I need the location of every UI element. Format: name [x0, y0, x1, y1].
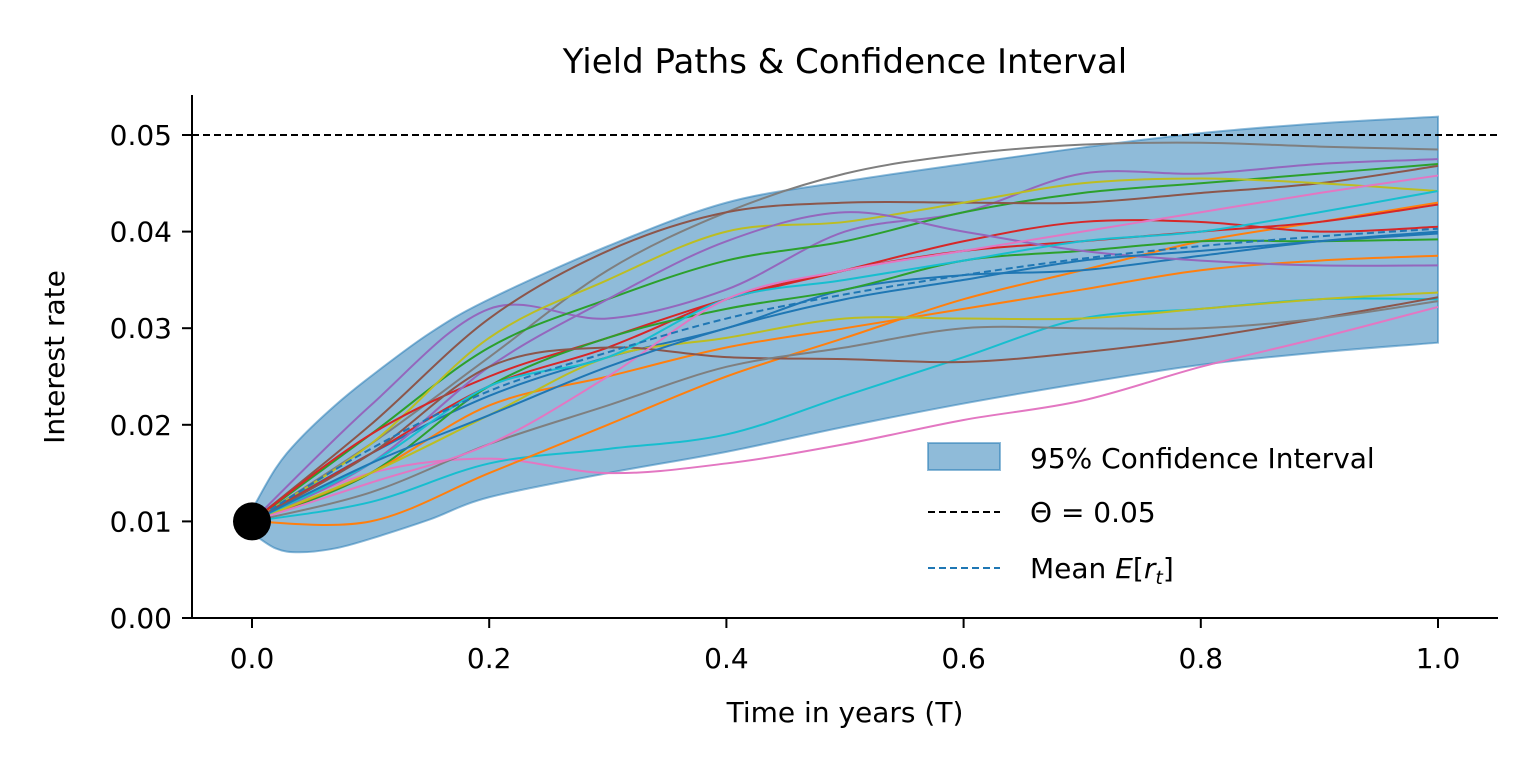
x-tick-label: 0.2 — [467, 642, 512, 675]
y-tick-label: 0.01 — [110, 505, 172, 538]
yield-path-20 — [251, 232, 1439, 523]
yield-path-17 — [251, 190, 1439, 523]
plot-area — [192, 115, 1498, 554]
y-tick-label: 0.05 — [110, 119, 172, 152]
yield-path-7 — [251, 177, 1439, 523]
confidence-interval-band — [251, 115, 1439, 554]
yield-path-14 — [251, 211, 1439, 523]
yield-path-15 — [251, 291, 1439, 523]
yield-path-4 — [251, 164, 1439, 523]
legend-ci-label: 95% Confidence Interval — [1030, 442, 1375, 475]
y-axis-label: Interest rate — [38, 270, 71, 444]
yield-path-19 — [251, 174, 1439, 523]
yield-path-8 — [251, 201, 1439, 526]
initial-rate-point — [233, 502, 271, 541]
yield-path-16 — [251, 296, 1439, 523]
axes: 0.0 0.2 0.4 0.6 0.8 1.0 0.00 0.01 0.02 0.03 0.04 0.… — [110, 95, 1498, 675]
chart-title: Yield Paths & Confidence Interval — [562, 42, 1127, 82]
y-tick-label: 0.00 — [110, 602, 172, 635]
yield-path-18 — [251, 300, 1439, 523]
x-tick-label: 0.0 — [230, 642, 275, 675]
legend-mean-label: Mean E[rt] — [1030, 552, 1174, 589]
yield-path-1 — [251, 141, 1439, 523]
x-tick-label: 0.8 — [1179, 642, 1224, 675]
legend: 95% Confidence Interval Θ = 0.05 Mean E[… — [927, 442, 1375, 589]
x-tick-label: 1.0 — [1416, 642, 1461, 675]
yield-path-13 — [251, 254, 1439, 523]
y-tick-label: 0.03 — [110, 312, 172, 345]
legend-ci-swatch — [927, 442, 1001, 471]
legend-theta-label: Θ = 0.05 — [1030, 496, 1156, 529]
yield-path-12 — [251, 238, 1439, 523]
x-tick-label: 0.6 — [941, 642, 986, 675]
y-tick-label: 0.02 — [110, 409, 172, 442]
mean-line — [251, 227, 1439, 523]
x-axis-label: Time in years (T) — [726, 696, 964, 729]
yield-path-2 — [251, 158, 1439, 523]
x-tick-label: 0.4 — [704, 642, 749, 675]
y-tick-label: 0.04 — [110, 216, 172, 249]
